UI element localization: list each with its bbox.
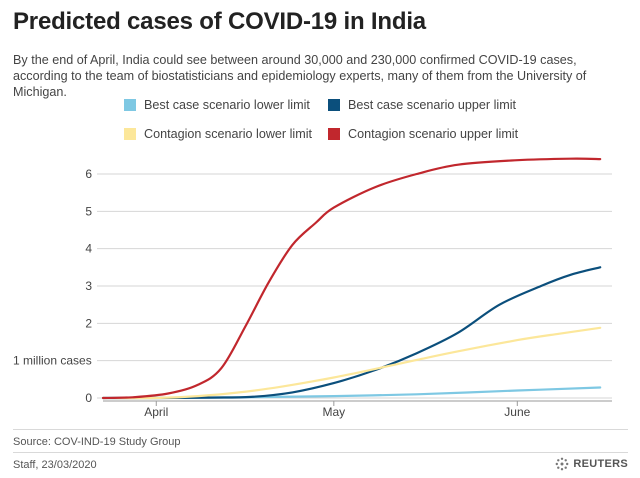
series-line-best-upper	[101, 266, 602, 400]
brand-name: REUTERS	[573, 458, 628, 470]
source-note: Source: COV-IND-19 Study Group	[13, 436, 181, 448]
legend-item-contagion-upper: Contagion scenario upper limit	[328, 126, 518, 142]
legend-swatch-best-upper	[328, 99, 340, 111]
chart-gridlines	[97, 173, 612, 399]
y-tick-label-5: 5	[85, 204, 92, 218]
y-tick-label-0: 0	[85, 391, 92, 405]
y-unit-label: 1 million cases	[13, 354, 92, 368]
legend-label-best-lower: Best case scenario lower limit	[144, 98, 310, 112]
legend-item-contagion-lower: Contagion scenario lower limit	[124, 126, 312, 142]
y-tick-label-3: 3	[85, 279, 92, 293]
y-tick-label-6: 6	[85, 167, 92, 181]
footer-divider-bottom	[13, 452, 628, 453]
footer-divider-top	[13, 429, 628, 430]
legend-item-best-lower: Best case scenario lower limit	[124, 97, 310, 113]
chart-subtitle: By the end of April, India could see bet…	[13, 53, 587, 99]
legend-label-contagion-lower: Contagion scenario lower limit	[144, 127, 312, 141]
y-tick-label-2: 2	[85, 316, 92, 330]
reuters-dots-icon	[555, 457, 569, 471]
chart-series	[101, 157, 602, 400]
chart-axes: 0 2 3 4 5 6 1 million cases April May June	[13, 167, 612, 419]
x-tick-label-june: June	[504, 405, 530, 419]
series-line-contagion-lower	[101, 326, 602, 400]
legend-label-best-upper: Best case scenario upper limit	[348, 98, 516, 112]
legend-swatch-contagion-lower	[124, 128, 136, 140]
legend-swatch-contagion-upper	[328, 128, 340, 140]
y-tick-label-4: 4	[85, 242, 92, 256]
legend-label-contagion-upper: Contagion scenario upper limit	[348, 127, 519, 141]
series-line-contagion-upper	[101, 157, 602, 400]
x-tick-label-may: May	[322, 405, 345, 419]
legend-swatch-best-lower	[124, 99, 136, 111]
credit-note: Staff, 23/03/2020	[13, 459, 97, 471]
page-title: Predicted cases of COVID-19 in India	[13, 8, 426, 35]
brand-logo: REUTERS	[555, 457, 628, 471]
x-tick-label-april: April	[144, 405, 168, 419]
legend-item-best-upper: Best case scenario upper limit	[328, 97, 516, 113]
